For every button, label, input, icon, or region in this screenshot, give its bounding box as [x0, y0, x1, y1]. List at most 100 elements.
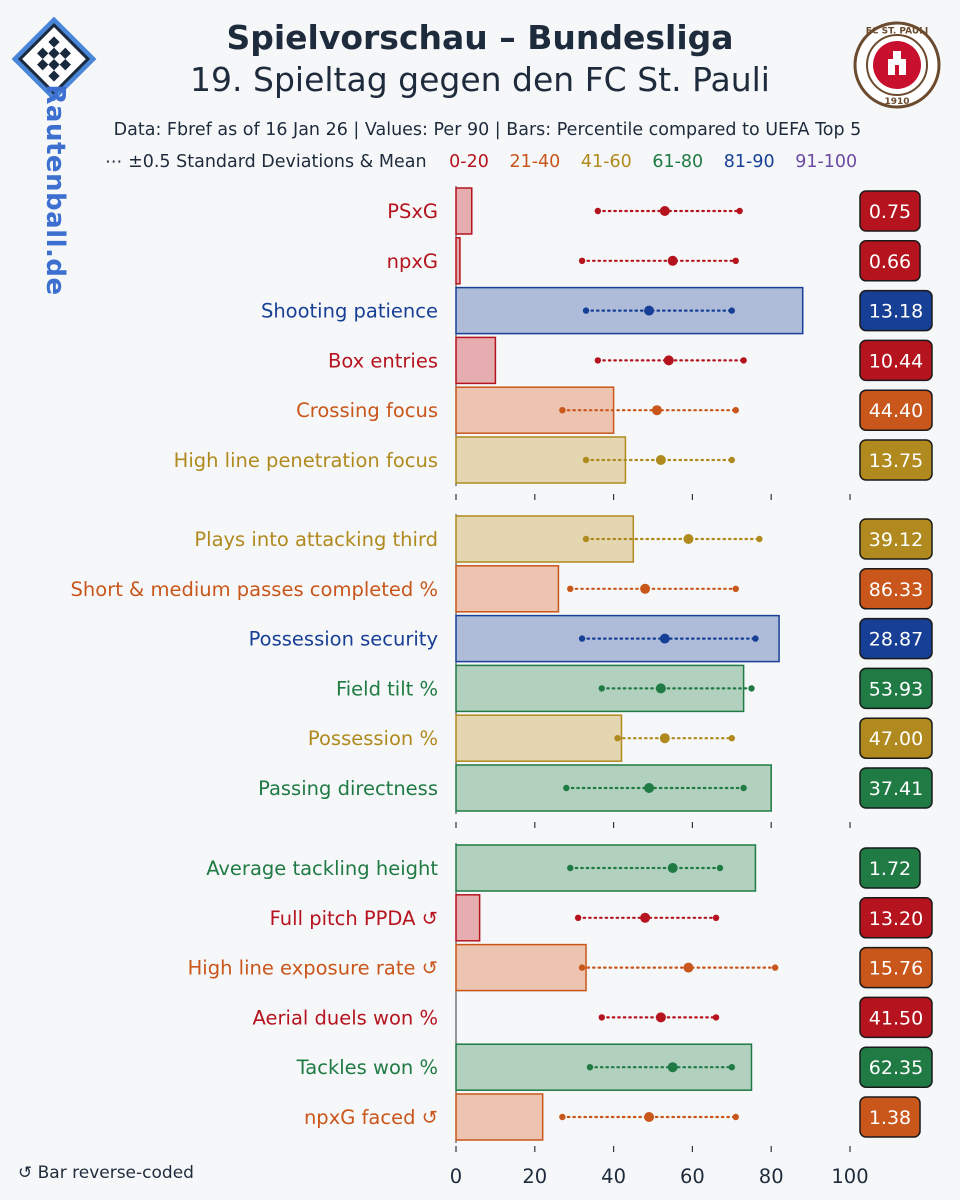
svg-text:FC ST. PAULI: FC ST. PAULI — [866, 27, 929, 37]
mean-point — [644, 1112, 655, 1122]
x-tick-label: 0 — [450, 1165, 462, 1188]
metric-label: High line exposure rate ↺ — [188, 957, 438, 980]
value-badge — [859, 1046, 933, 1088]
value-text: 62.35 — [869, 1057, 923, 1079]
reverse-coded-note: ↺ Bar reverse-coded — [18, 1163, 194, 1183]
value-badge — [859, 847, 921, 889]
data-source-note: Data: Fbref as of 16 Jan 26 | Values: Pe… — [113, 120, 862, 140]
metric-label: Shooting patience — [261, 300, 438, 323]
sd-low-point — [598, 1014, 605, 1021]
value-badge — [859, 568, 933, 610]
sd-low-point — [578, 257, 586, 264]
mean-point — [655, 1012, 666, 1023]
x-tick-label: 80 — [759, 1165, 784, 1188]
sd-low-point — [582, 307, 590, 314]
legend-band-81-90: 81-90 — [723, 152, 775, 172]
metric-label: Passing directness — [258, 777, 438, 800]
mean-point — [683, 962, 694, 973]
legend-band-61-80: 61-80 — [652, 152, 704, 172]
percentile-bar — [455, 187, 473, 235]
x-tick-label: 60 — [680, 1165, 705, 1188]
sd-high-point — [740, 784, 747, 792]
mean-point — [683, 534, 694, 544]
mean-point — [640, 912, 651, 923]
mean-point — [667, 255, 678, 266]
metric-label: PSxG — [387, 200, 438, 223]
x-tick-label: 20 — [522, 1165, 547, 1188]
mean-point — [644, 305, 655, 316]
sd-high-point — [732, 257, 739, 264]
mean-point — [667, 1062, 678, 1073]
mean-point — [667, 863, 678, 873]
percentile-bar — [455, 894, 481, 942]
value-badge — [859, 667, 933, 710]
x-tick-label: 40 — [601, 1165, 626, 1188]
value-badge — [859, 389, 933, 431]
sd-low-point — [594, 357, 602, 364]
sd-high-point — [732, 585, 739, 592]
value-text: 44.40 — [869, 400, 923, 422]
metric-label: Full pitch PPDA ↺ — [270, 907, 438, 930]
sd-low-point — [598, 685, 605, 692]
metric-label: npxG faced ↺ — [304, 1106, 438, 1129]
metric-label: Possession security — [249, 628, 438, 651]
value-text: 41.50 — [869, 1007, 923, 1029]
sd-high-point — [716, 864, 724, 872]
sd-low-point — [614, 735, 621, 742]
value-badge — [859, 717, 933, 759]
sd-low-point — [559, 1113, 566, 1121]
mean-point — [659, 633, 670, 644]
sd-high-point — [728, 1064, 735, 1071]
sd-high-point — [728, 735, 735, 742]
value-text: 47.00 — [869, 728, 923, 750]
percentile-bar — [455, 1093, 544, 1141]
percentile-bar — [455, 237, 461, 285]
value-badge — [859, 996, 933, 1039]
x-tick-label: 100 — [831, 1165, 868, 1188]
sd-high-point — [732, 1113, 739, 1121]
sd-high-point — [728, 456, 735, 464]
value-badge — [859, 240, 921, 282]
value-text: 13.75 — [869, 450, 923, 472]
metric-label: Field tilt % — [336, 677, 438, 700]
metric-label: Aerial duels won % — [253, 1006, 438, 1029]
value-badge — [859, 518, 933, 560]
value-text: 13.18 — [869, 301, 923, 323]
sd-low-point — [578, 635, 586, 642]
club-diamond-logo — [11, 16, 97, 102]
svg-text:1910: 1910 — [884, 97, 909, 107]
sd-high-point — [732, 407, 739, 414]
value-text: 15.76 — [869, 958, 923, 980]
sd-low-point — [567, 864, 574, 872]
sd-high-point — [771, 964, 779, 971]
percentile-bar — [455, 436, 627, 484]
sd-high-point — [740, 357, 747, 364]
legend-band-91-100: 91-100 — [795, 152, 858, 172]
mean-point — [640, 583, 651, 594]
value-badge — [859, 767, 933, 809]
value-text: 13.20 — [869, 908, 923, 930]
st-pauli-crest: FC ST. PAULI 1910 — [853, 21, 941, 109]
value-badge — [859, 897, 933, 939]
metric-label: High line penetration focus — [174, 449, 438, 472]
legend-band-0-20: 0-20 — [449, 152, 489, 172]
sd-low-point — [582, 535, 590, 543]
percentile-bar — [455, 336, 497, 385]
metric-label: Box entries — [328, 349, 438, 372]
sd-low-point — [594, 207, 602, 215]
percentile-bar — [455, 515, 635, 563]
metric-label: Short & medium passes completed % — [71, 578, 438, 601]
sd-low-point — [574, 914, 582, 921]
sd-low-point — [586, 1064, 594, 1071]
sd-high-point — [736, 207, 743, 215]
legend-band-41-60: 41-60 — [580, 152, 632, 172]
metric-label: Plays into attacking third — [194, 528, 438, 551]
mean-point — [659, 206, 670, 216]
value-text: 37.41 — [869, 778, 923, 800]
legend: ⋯ ±0.5 Standard Deviations & Mean 0-20 2… — [105, 152, 872, 172]
mean-point — [659, 733, 670, 744]
percentile-bar — [455, 943, 587, 992]
metric-label: npxG — [387, 250, 438, 273]
value-badge — [859, 190, 921, 232]
percentile-bar — [455, 565, 560, 613]
